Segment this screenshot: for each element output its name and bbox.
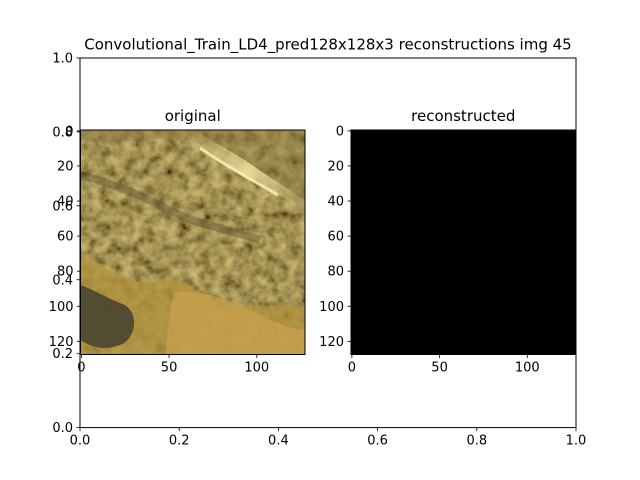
original-frame	[80, 129, 306, 355]
outer-axes: 0.0 0.2 0.4 0.6 0.8 1.0 0.0 0.2 0.4 0.6 0.8 1.0	[52, 52, 586, 449]
reconstructed-subplot: reconstructed 0 50 100 0 20 40 60 80 100 120	[319, 107, 576, 376]
outer-ytick-label: 0.6	[52, 199, 73, 214]
reconstructed-xtick-label: 0	[348, 361, 356, 376]
reconstructed-x-ticks: 0 50 100	[348, 354, 540, 376]
outer-y-ticks: 0.0 0.2 0.4 0.6 0.8 1.0	[52, 52, 80, 436]
outer-xtick-label: 0.2	[169, 434, 190, 449]
reconstructed-ytick-label: 120	[319, 335, 344, 350]
original-ytick-label: 40	[57, 195, 74, 210]
outer-ytick-label: 0.0	[52, 421, 73, 436]
figure-title: Convolutional_Train_LD4_pred128x128x3 re…	[84, 36, 571, 55]
outer-ytick-label: 0.2	[52, 347, 73, 362]
reconstructed-image	[350, 129, 576, 355]
reconstructed-xtick-label: 100	[515, 361, 540, 376]
original-xtick-label: 100	[244, 361, 269, 376]
original-ytick-label: 80	[57, 265, 74, 280]
outer-xtick-label: 1.0	[566, 434, 587, 449]
outer-xtick-label: 0.6	[367, 434, 388, 449]
original-xtick-label: 50	[161, 361, 178, 376]
original-ytick-label: 20	[57, 159, 74, 174]
outer-xtick-label: 0.4	[268, 434, 289, 449]
outer-xtick-label: 0.8	[466, 434, 487, 449]
reconstructed-ytick-label: 60	[327, 230, 344, 245]
original-title: original	[165, 107, 221, 125]
reconstructed-ytick-label: 80	[327, 265, 344, 280]
outer-ytick-label: 1.0	[52, 52, 73, 67]
outer-ytick-label: 0.8	[52, 125, 73, 140]
reconstructed-y-ticks: 0 20 40 60 80 100 120	[319, 124, 351, 350]
outer-xtick-label: 0.0	[70, 434, 91, 449]
reconstructed-xtick-label: 50	[431, 361, 448, 376]
original-ytick-label: 60	[57, 230, 74, 245]
original-image	[80, 130, 305, 355]
reconstructed-title: reconstructed	[411, 107, 515, 125]
original-xtick-label: 0	[77, 361, 85, 376]
original-x-ticks: 0 50 100	[77, 354, 269, 376]
outer-x-ticks: 0.0 0.2 0.4 0.6 0.8 1.0	[70, 427, 587, 449]
reconstructed-ytick-label: 0	[336, 124, 344, 139]
reconstructed-ytick-label: 40	[327, 195, 344, 210]
outer-ytick-label: 0.4	[52, 273, 73, 288]
original-ytick-label: 120	[49, 335, 74, 350]
original-y-ticks: 0 20 40 60 80 100 120	[49, 124, 81, 350]
original-ytick-label: 100	[49, 300, 74, 315]
original-subplot: original 0 50 100 0 20 40 60 80 100 120	[49, 107, 306, 376]
reconstructed-ytick-label: 100	[319, 300, 344, 315]
original-ytick-label: 0	[65, 124, 73, 139]
reconstructed-ytick-label: 20	[327, 159, 344, 174]
